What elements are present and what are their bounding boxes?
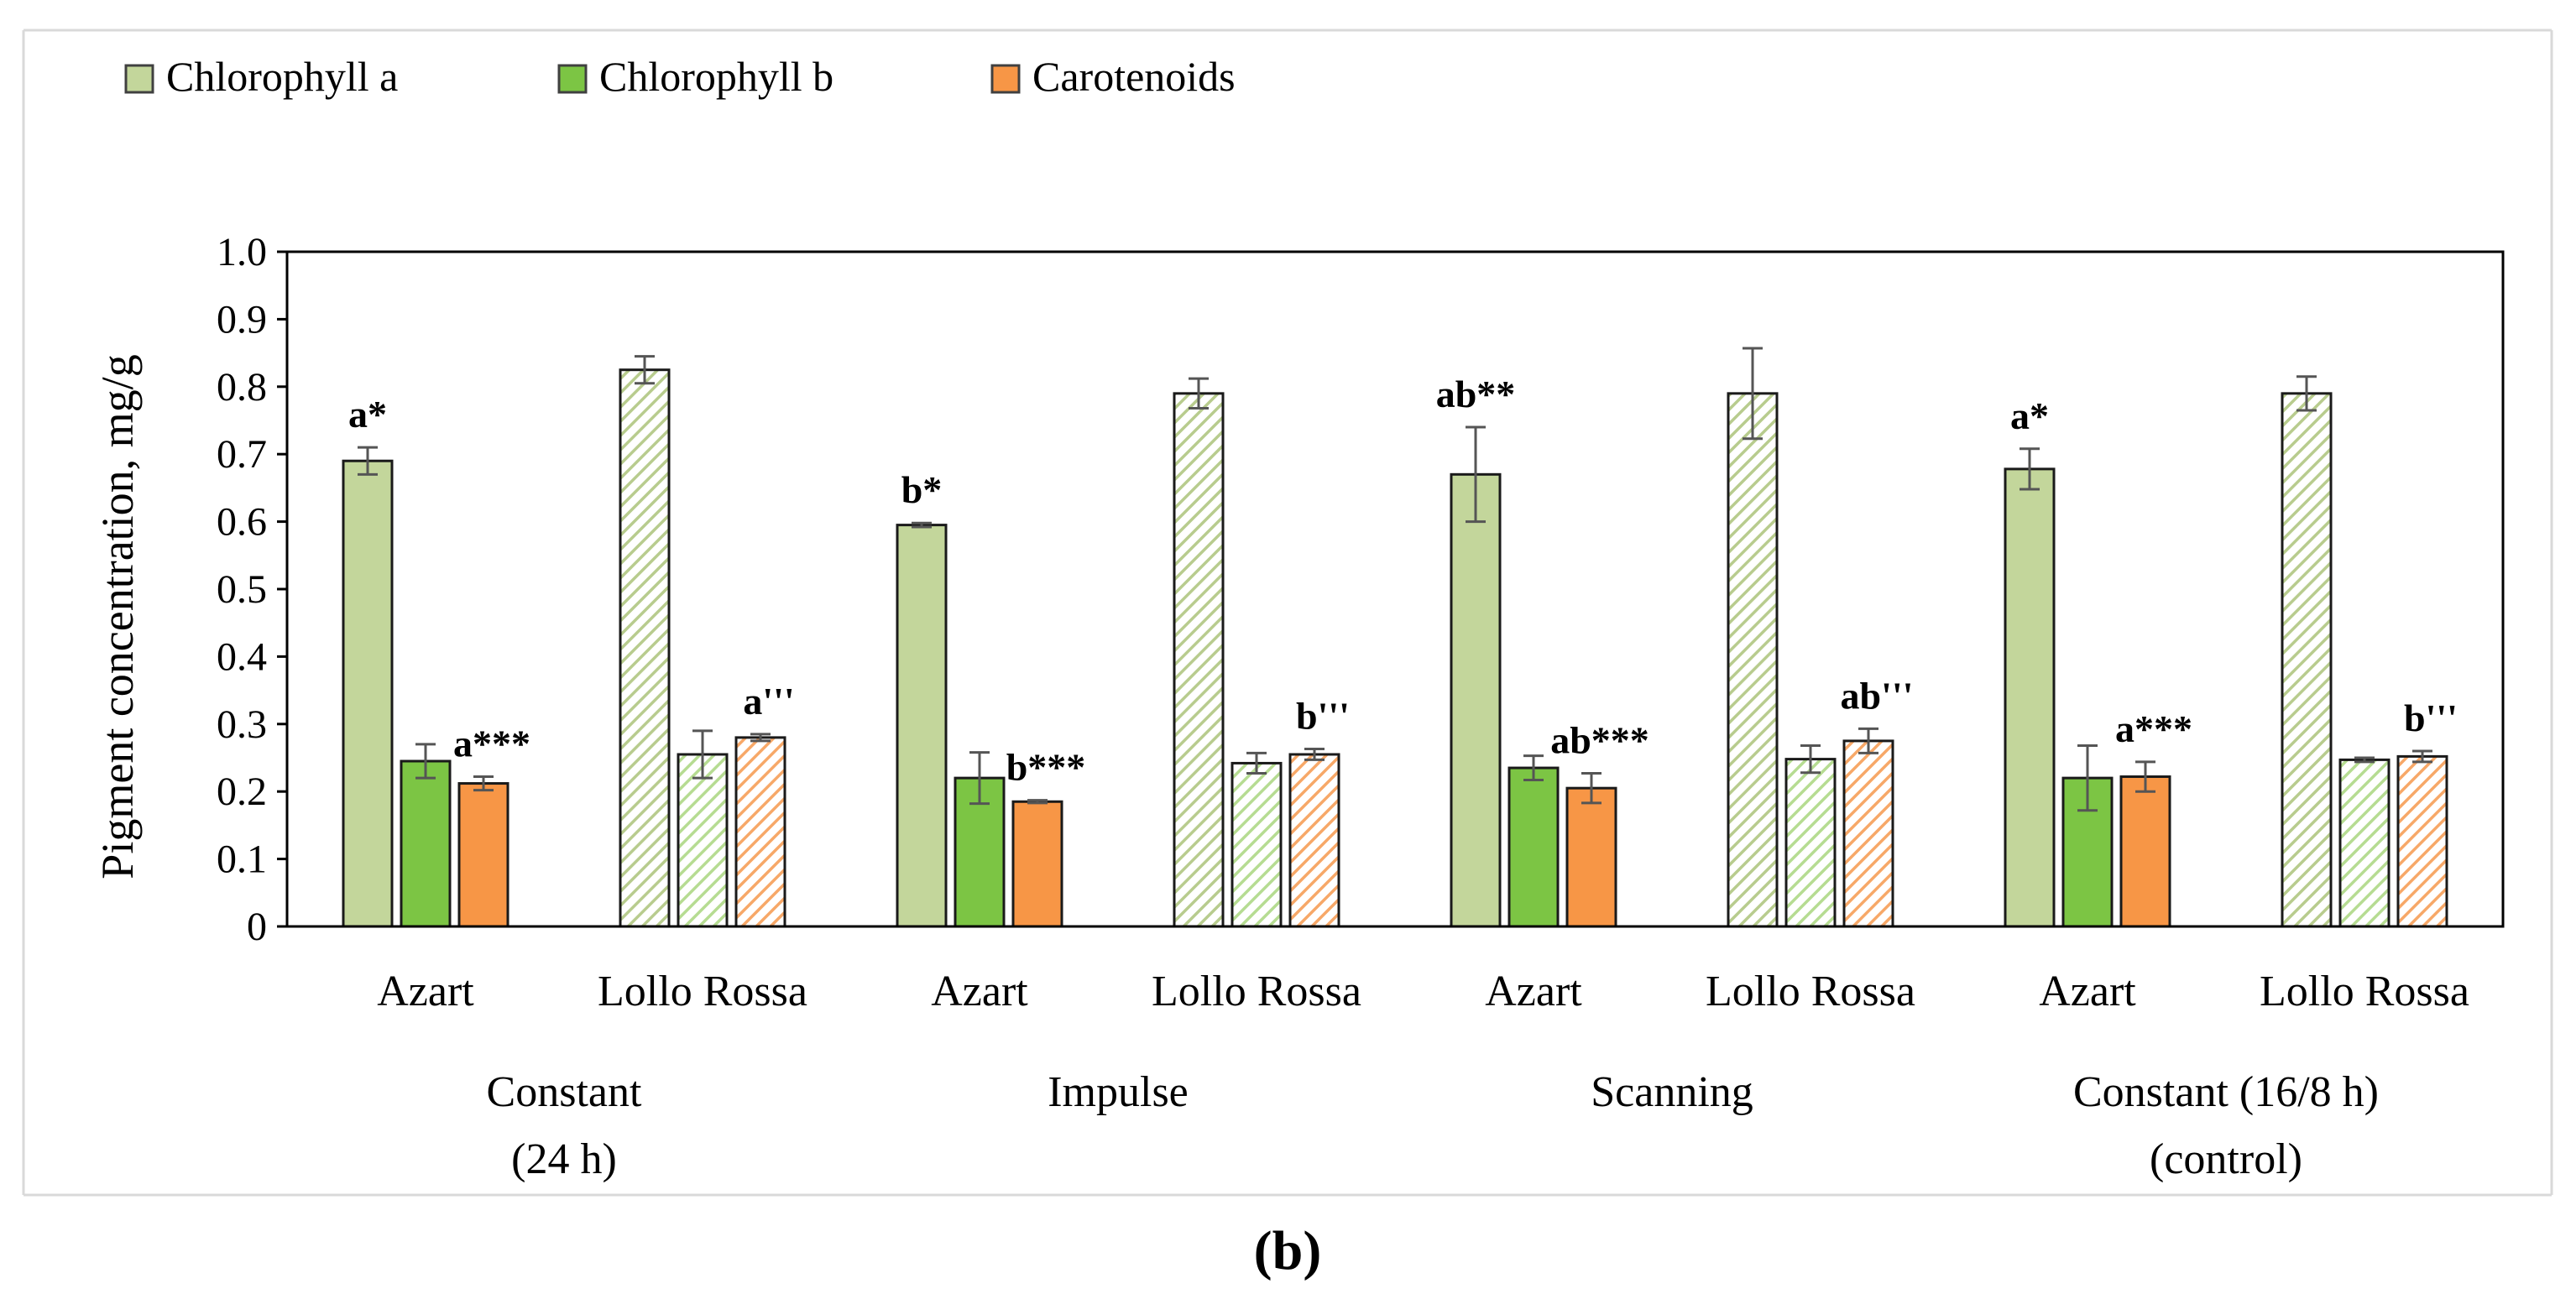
x-tick-label-cultivar: Lollo Rossa <box>2260 968 2469 1015</box>
plot-area-frame <box>285 250 2505 928</box>
x-tick-label-cultivar: Lollo Rossa <box>1706 968 1915 1015</box>
bar <box>1507 766 1560 928</box>
bar <box>1450 472 1502 928</box>
x-group-label: Constant <box>487 1068 642 1116</box>
bar <box>1231 761 1283 928</box>
y-tick-label: 0.5 <box>217 567 267 612</box>
significance-label: b''' <box>2404 697 2458 739</box>
x-axis-labels: Azart Lollo Rossa Constant (24 h) Azart Lollo… <box>377 968 2469 1183</box>
x-tick-label-cultivar: Lollo Rossa <box>1152 968 1361 1015</box>
legend-swatch-carotenoids <box>990 64 1021 94</box>
legend-item-carotenoids: Carotenoids <box>990 53 1236 100</box>
bar <box>2281 392 2333 928</box>
x-group-label: (24 h) <box>511 1135 617 1183</box>
bar <box>457 782 509 928</box>
x-group-label: Scanning <box>1591 1068 1753 1116</box>
bar <box>2396 754 2448 928</box>
x-tick-label-cultivar: Azart <box>1485 968 1582 1015</box>
bar <box>619 368 671 928</box>
bar <box>1011 800 1063 928</box>
y-tick-label: 0.9 <box>217 297 267 342</box>
bar <box>2119 775 2171 928</box>
bar <box>400 759 452 928</box>
bar <box>1565 786 1617 928</box>
x-tick-label-cultivar: Lollo Rossa <box>598 968 807 1015</box>
bar <box>1842 739 1894 928</box>
legend-item-chlorophyll-a: Chlorophyll a <box>124 53 398 100</box>
bar <box>2004 467 2056 928</box>
y-tick-label: 1.0 <box>217 230 267 274</box>
legend-item-chlorophyll-b: Chlorophyll b <box>557 53 833 100</box>
bar <box>1727 392 1779 928</box>
legend-label-carotenoids: Carotenoids <box>1032 53 1236 100</box>
significance-label: ab*** <box>1550 718 1649 761</box>
significance-label: a*** <box>453 723 530 765</box>
significance-label: a* <box>348 393 387 436</box>
x-tick-label-cultivar: Azart <box>2039 968 2136 1015</box>
y-tick-label: 0.7 <box>217 432 267 477</box>
significance-label: ab''' <box>1841 674 1914 717</box>
significance-label: ab** <box>1436 373 1516 415</box>
y-tick-label: 0.3 <box>217 702 267 747</box>
legend-swatch-chlorophyll-b <box>557 64 588 94</box>
y-tick-label: 0.2 <box>217 770 267 814</box>
y-axis-ticks: 0 0.1 0.2 0.3 0.4 0.5 0.6 0.7 0.8 0.9 1.0 <box>217 230 287 949</box>
significance-label: b*** <box>1006 746 1086 789</box>
legend: Chlorophyll a Chlorophyll b Carotenoids <box>124 53 1236 100</box>
significance-label: b* <box>901 468 943 511</box>
significance-label: a*** <box>2115 707 2192 750</box>
y-tick-label: 0.4 <box>217 634 267 679</box>
bar <box>2338 758 2391 928</box>
legend-swatch-chlorophyll-a <box>124 64 154 94</box>
legend-label-chlorophyll-b: Chlorophyll b <box>599 53 833 100</box>
x-tick-label-cultivar: Azart <box>377 968 474 1015</box>
x-group-label: (control) <box>2150 1135 2302 1183</box>
y-tick-label: 0.1 <box>217 837 267 882</box>
x-tick-label-cultivar: Azart <box>931 968 1028 1015</box>
bar <box>1288 753 1340 928</box>
significance-label: b''' <box>1296 695 1350 738</box>
legend-label-chlorophyll-a: Chlorophyll a <box>166 53 398 100</box>
bars <box>342 368 2448 928</box>
x-group-label: Constant (16/8 h) <box>2073 1068 2379 1116</box>
error-bars <box>358 347 2432 812</box>
bar <box>896 524 948 928</box>
bar <box>677 753 729 928</box>
bar <box>1784 758 1837 928</box>
y-axis-label: Pigment concentration, mg/g <box>92 354 143 879</box>
y-tick-label: 0.6 <box>217 500 267 545</box>
bar <box>1173 392 1225 928</box>
y-tick-label: 0 <box>247 905 267 949</box>
panel-label: (b) <box>1254 1220 1322 1281</box>
bar <box>734 736 786 928</box>
significance-label: a* <box>2010 394 2049 437</box>
y-tick-label: 0.8 <box>217 365 267 410</box>
significance-label: a''' <box>743 680 794 723</box>
x-group-label: Impulse <box>1048 1068 1189 1116</box>
bar <box>342 459 394 928</box>
annotations: a* a*** a''' b* b*** b''' ab** ab*** ab''' a* a***… <box>348 373 2458 789</box>
